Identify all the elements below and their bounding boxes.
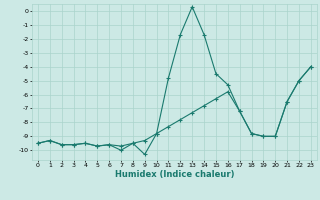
X-axis label: Humidex (Indice chaleur): Humidex (Indice chaleur): [115, 170, 234, 179]
